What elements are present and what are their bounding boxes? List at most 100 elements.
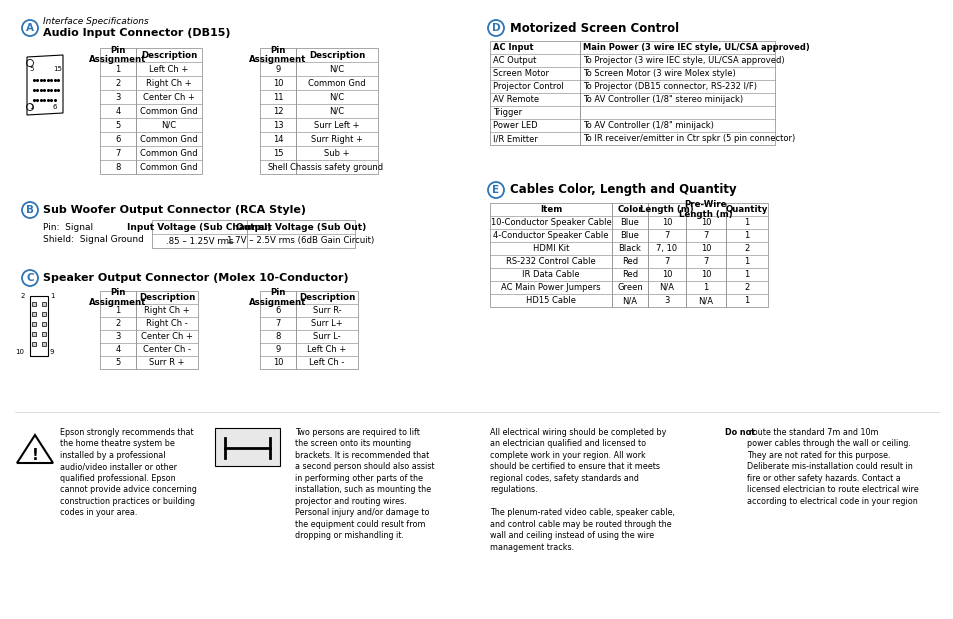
Text: 15: 15 (53, 66, 62, 72)
Text: Pin
Assignment: Pin Assignment (90, 288, 147, 307)
Text: 2: 2 (743, 244, 749, 253)
Text: 6: 6 (53, 104, 57, 110)
Text: Item: Item (539, 205, 561, 214)
Text: 12: 12 (273, 106, 283, 116)
Text: 5: 5 (115, 121, 120, 129)
Text: Speaker Output Connector (Molex 10-Conductor): Speaker Output Connector (Molex 10-Condu… (43, 273, 348, 283)
Text: Green: Green (617, 283, 642, 292)
Bar (152, 220, 355, 248)
Text: 1: 1 (743, 218, 749, 227)
Text: 8: 8 (115, 163, 121, 171)
Text: 5: 5 (115, 358, 120, 367)
Text: 13: 13 (273, 121, 283, 129)
Text: 6: 6 (115, 134, 121, 144)
Text: Common Gnd: Common Gnd (140, 134, 197, 144)
Text: 7: 7 (115, 149, 121, 157)
Text: Pin
Assignment: Pin Assignment (249, 288, 306, 307)
Bar (214, 428, 280, 466)
Text: 7: 7 (275, 319, 280, 328)
Text: Surr L-: Surr L- (313, 332, 340, 341)
Text: Pin:  Signal: Pin: Signal (43, 223, 93, 233)
Text: Pin
Assignment: Pin Assignment (249, 46, 306, 64)
Text: Surr Left +: Surr Left + (314, 121, 359, 129)
Text: N/A: N/A (622, 296, 637, 305)
Text: To AV Controller (1/8" minijack): To AV Controller (1/8" minijack) (582, 121, 713, 130)
Text: RS-232 Control Cable: RS-232 Control Cable (506, 257, 596, 266)
Text: Common Gnd: Common Gnd (140, 106, 197, 116)
Text: Power LED: Power LED (493, 121, 537, 130)
Text: 15: 15 (273, 149, 283, 157)
Text: Common Gnd: Common Gnd (140, 163, 197, 171)
Text: 10: 10 (273, 79, 283, 87)
Text: Common Gnd: Common Gnd (308, 79, 365, 87)
Text: 10: 10 (700, 244, 711, 253)
Text: 1.7V – 2.5V rms (6dB Gain Circuit): 1.7V – 2.5V rms (6dB Gain Circuit) (227, 236, 375, 246)
Text: E: E (492, 185, 499, 195)
Text: N/C: N/C (329, 106, 344, 116)
Text: 2: 2 (115, 319, 120, 328)
Text: Screen Motor: Screen Motor (493, 69, 548, 78)
Text: N/C: N/C (161, 121, 176, 129)
Text: HD15 Cable: HD15 Cable (525, 296, 576, 305)
Text: Description: Description (309, 51, 365, 59)
Text: 1: 1 (743, 296, 749, 305)
Text: Pin
Assignment: Pin Assignment (90, 46, 147, 64)
Text: Quantity: Quantity (725, 205, 767, 214)
Text: Blue: Blue (619, 231, 639, 240)
Text: !: ! (31, 448, 38, 462)
Text: 10: 10 (273, 358, 283, 367)
Text: All electrical wiring should be completed by
an electrician qualified and licens: All electrical wiring should be complete… (490, 428, 674, 552)
Text: Output Voltage (Sub Out): Output Voltage (Sub Out) (235, 222, 366, 232)
Bar (490, 41, 774, 145)
Text: 10: 10 (700, 270, 711, 279)
Text: Chassis safety ground: Chassis safety ground (290, 163, 383, 171)
Text: D: D (491, 23, 499, 33)
Text: 10: 10 (700, 218, 711, 227)
Text: 9: 9 (50, 349, 54, 355)
Text: N/A: N/A (698, 296, 713, 305)
Bar (260, 48, 377, 174)
Text: To AV Controller (1/8" stereo minijack): To AV Controller (1/8" stereo minijack) (582, 95, 742, 104)
Text: Right Ch +: Right Ch + (146, 79, 192, 87)
Text: Left Ch -: Left Ch - (309, 358, 344, 367)
Text: Sub +: Sub + (324, 149, 350, 157)
Text: 7: 7 (663, 257, 669, 266)
Text: Do not: Do not (724, 428, 754, 437)
Text: Black: Black (618, 244, 640, 253)
Text: Sub Woofer Output Connector (RCA Style): Sub Woofer Output Connector (RCA Style) (43, 205, 306, 215)
Text: 4: 4 (115, 345, 120, 354)
Text: Description: Description (298, 293, 355, 302)
Text: A: A (26, 23, 34, 33)
Text: 1: 1 (115, 64, 120, 74)
Text: 9: 9 (275, 64, 280, 74)
Text: Surr R +: Surr R + (149, 358, 185, 367)
Bar (100, 48, 202, 174)
Text: Shell: Shell (268, 163, 288, 171)
Text: AC Input: AC Input (493, 43, 533, 52)
Text: Epson strongly recommends that
the home theatre system be
installed by a profess: Epson strongly recommends that the home … (60, 428, 196, 517)
Text: To IR receiver/emitter in Ctr spkr (5 pin connector): To IR receiver/emitter in Ctr spkr (5 pi… (582, 134, 795, 143)
Text: 3: 3 (115, 332, 121, 341)
Text: Input Voltage (Sub Channel): Input Voltage (Sub Channel) (127, 222, 272, 232)
Text: Common Gnd: Common Gnd (140, 149, 197, 157)
Text: 6: 6 (275, 306, 280, 315)
Text: Surr R-: Surr R- (313, 306, 341, 315)
Text: 1: 1 (50, 293, 54, 299)
Text: Right Ch +: Right Ch + (144, 306, 190, 315)
Text: 1: 1 (29, 104, 33, 110)
Text: N/C: N/C (329, 64, 344, 74)
Text: IR Data Cable: IR Data Cable (521, 270, 579, 279)
Text: Surr Right +: Surr Right + (311, 134, 362, 144)
Text: 3: 3 (663, 296, 669, 305)
Text: 7: 7 (702, 231, 708, 240)
Text: HDMI Kit: HDMI Kit (533, 244, 569, 253)
Text: Trigger: Trigger (493, 108, 521, 117)
Text: Surr L+: Surr L+ (311, 319, 342, 328)
Text: 1: 1 (743, 270, 749, 279)
Text: 5: 5 (29, 66, 33, 72)
Text: 10: 10 (661, 218, 672, 227)
Text: Shield:  Signal Ground: Shield: Signal Ground (43, 235, 144, 245)
Text: Red: Red (621, 257, 638, 266)
Text: 8: 8 (275, 332, 280, 341)
Text: N/C: N/C (329, 92, 344, 102)
